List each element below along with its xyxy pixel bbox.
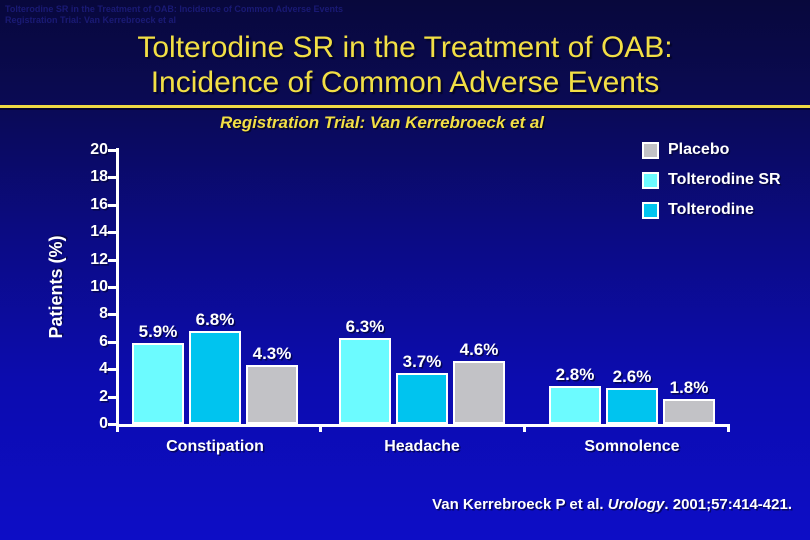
x-tick-mark xyxy=(116,424,119,432)
bar xyxy=(453,360,505,424)
y-tick-label: 12 xyxy=(90,250,108,268)
y-tick-mark xyxy=(108,395,117,399)
title-divider xyxy=(0,105,810,108)
watermark: Tolterodine SR in the Treatment of OAB: … xyxy=(5,4,343,26)
x-category-label: Somnolence xyxy=(584,438,680,455)
y-tick-label: 8 xyxy=(99,305,108,323)
bar-value-label: 4.3% xyxy=(252,344,292,364)
bar-value-label: 6.8% xyxy=(195,309,235,329)
bar xyxy=(246,365,298,424)
legend-swatch xyxy=(642,201,659,219)
slide-title-line1: Tolterodine SR in the Treatment of OAB: xyxy=(137,31,673,64)
y-tick-mark xyxy=(108,258,117,262)
y-tick-label: 20 xyxy=(90,141,108,158)
legend-item: Tolterodine xyxy=(642,200,754,220)
bar xyxy=(132,343,184,424)
bar xyxy=(396,373,448,424)
bar xyxy=(339,337,391,424)
watermark-line2: Registration Trial: Van Kerrebroeck et a… xyxy=(5,15,177,25)
y-tick-label: 16 xyxy=(90,195,108,213)
bar-value-label: 2.8% xyxy=(555,364,595,384)
legend-label: Tolterodine SR xyxy=(668,171,781,188)
y-tick-label: 6 xyxy=(99,332,108,350)
y-tick-mark xyxy=(108,203,117,207)
x-tick-mark xyxy=(523,424,526,432)
slide-title-line2: Incidence of Common Adverse Events xyxy=(150,66,660,99)
slide-title: Tolterodine SR in the Treatment of OAB: … xyxy=(0,30,810,100)
y-tick-mark xyxy=(108,231,117,235)
y-tick-mark xyxy=(108,149,117,152)
x-category-label: Headache xyxy=(384,438,460,455)
x-tick-mark xyxy=(727,424,730,432)
y-tick-mark xyxy=(108,340,117,344)
y-tick-mark xyxy=(108,368,117,372)
bar xyxy=(663,399,715,424)
bar-value-label: 4.6% xyxy=(459,339,499,359)
x-tick-mark xyxy=(319,424,322,432)
y-tick-mark xyxy=(108,313,117,317)
y-tick-label: 0 xyxy=(99,415,108,432)
y-tick-mark xyxy=(108,423,117,426)
y-tick-label: 4 xyxy=(99,360,108,378)
y-tick-mark xyxy=(108,176,117,180)
y-tick-label: 18 xyxy=(90,168,108,186)
bar xyxy=(606,388,658,424)
bar xyxy=(549,385,601,424)
legend-label: Placebo xyxy=(668,141,730,158)
citation: Van Kerrebroeck P et al. Urology. 2001;5… xyxy=(432,496,792,513)
watermark-line1: Tolterodine SR in the Treatment of OAB: … xyxy=(5,4,344,14)
chart-subtitle: Registration Trial: Van Kerrebroeck et a… xyxy=(219,113,545,132)
bar xyxy=(189,330,241,424)
bar-value-label: 1.8% xyxy=(669,378,709,398)
legend-item: Placebo xyxy=(642,140,729,160)
y-tick-label: 14 xyxy=(90,223,108,241)
y-tick-label: 2 xyxy=(99,387,108,405)
bar-value-label: 3.7% xyxy=(402,352,442,372)
bar-value-label: 2.6% xyxy=(612,367,652,387)
legend-label: Tolterodine xyxy=(668,201,754,218)
legend-swatch xyxy=(642,141,659,159)
x-axis-line xyxy=(116,424,730,427)
y-axis-line xyxy=(116,148,119,427)
bar-value-label: 6.3% xyxy=(345,316,385,336)
y-tick-mark xyxy=(108,286,117,289)
legend-swatch xyxy=(642,171,659,189)
citation-suffix: . 2001;57:414-421. xyxy=(664,496,792,513)
y-tick-label: 10 xyxy=(90,278,108,295)
legend-item: Tolterodine SR xyxy=(642,170,781,190)
citation-journal: Urology xyxy=(607,496,665,513)
citation-prefix: Van Kerrebroeck P et al. xyxy=(432,496,608,513)
x-category-label: Constipation xyxy=(166,438,264,455)
bar-value-label: 5.9% xyxy=(138,322,178,342)
